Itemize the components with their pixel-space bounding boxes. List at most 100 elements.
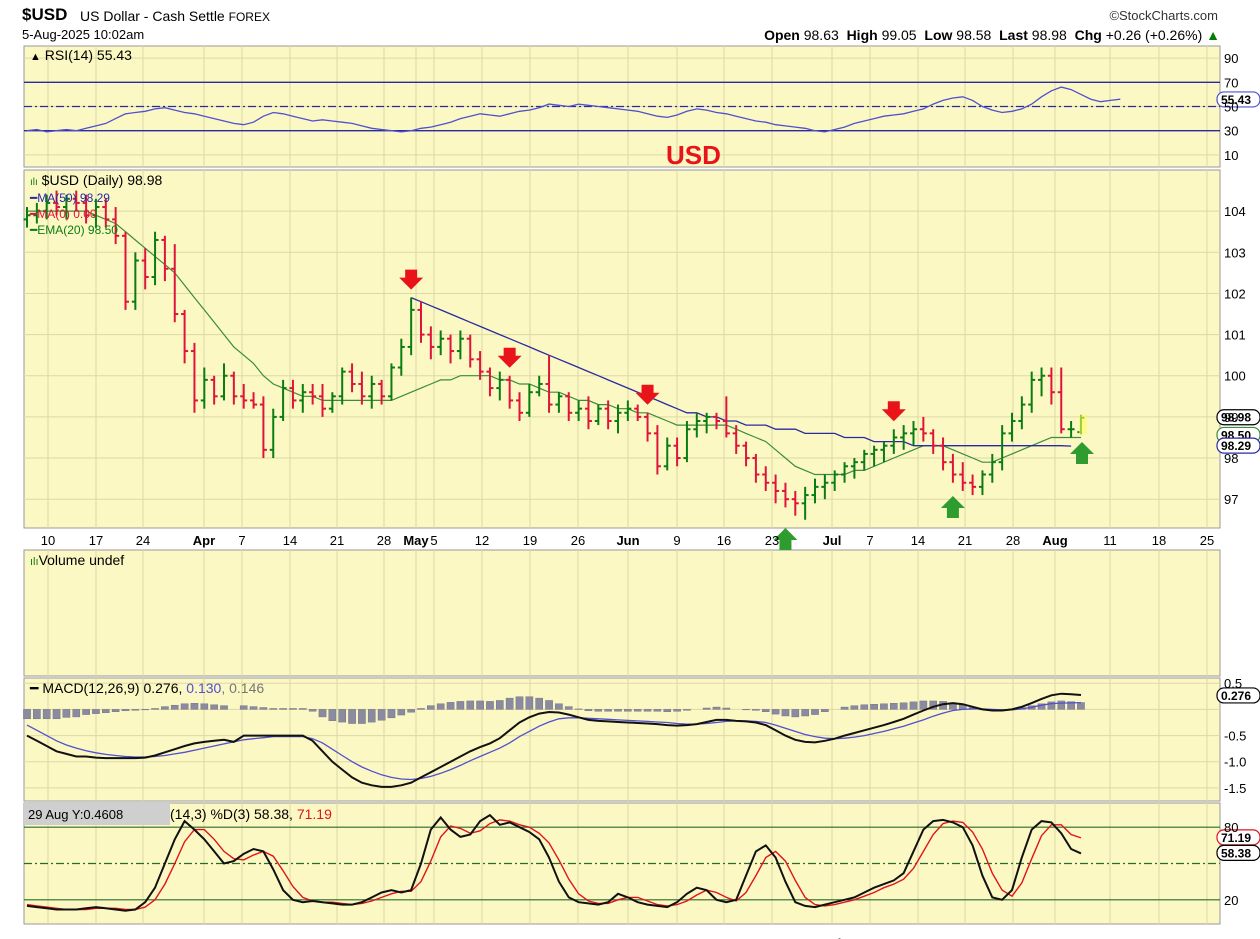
stoch-title: (14,3) %D(3) 58.38, 71.19	[170, 806, 332, 822]
macd-histogram-bar	[535, 697, 543, 710]
rsi-title: ▲ RSI(14) 55.43	[30, 47, 132, 63]
y-tick-label: 50	[1224, 100, 1238, 115]
x-tick-label: Jul	[823, 936, 842, 939]
x-tick-label: 18	[1152, 533, 1166, 548]
macd-histogram-bar	[791, 709, 800, 718]
macd-histogram-bar	[101, 709, 110, 713]
macd-title: ━ MACD(12,26,9) 0.276, 0.130, 0.146	[29, 680, 264, 696]
volume-panel	[23, 549, 1221, 677]
macd-histogram-bar	[407, 709, 415, 713]
x-tick-label: 9	[673, 936, 680, 939]
macd-histogram-bar	[121, 709, 130, 712]
macd-histogram-bar	[1077, 702, 1085, 710]
x-tick-label: 16	[717, 936, 731, 939]
macd-histogram-bar	[771, 709, 780, 715]
macd-histogram-bar	[870, 704, 878, 710]
down-arrow-icon	[497, 347, 522, 368]
y-tick-label: 0.5	[1224, 676, 1242, 691]
y-tick-label: 90	[1224, 51, 1238, 66]
macd-histogram-bar	[821, 709, 829, 712]
x-tick-label: 10	[41, 936, 55, 939]
x-tick-label: 26	[571, 533, 585, 548]
macd-histogram-bar	[436, 703, 445, 710]
x-tick-label: 5	[430, 936, 437, 939]
svg-text:29 Aug Y:0.4608: 29 Aug Y:0.4608	[28, 807, 123, 822]
macd-histogram-bar	[190, 703, 199, 710]
x-tick-label: Apr	[193, 533, 215, 548]
ma50-last-tag-bg	[1216, 437, 1260, 454]
ema20-line	[27, 210, 1081, 476]
macd-histogram-bar	[249, 706, 258, 710]
macd-histogram-bar	[151, 708, 159, 710]
x-tick-label: 23	[765, 936, 779, 939]
x-tick-label: 19	[523, 533, 537, 548]
x-tick-label: 19	[523, 936, 537, 939]
x-tick-label: Jun	[616, 936, 639, 939]
price-last-tag: 98.98	[1221, 411, 1251, 425]
macd-histogram-bar	[259, 707, 268, 710]
macd-histogram-bar	[1047, 701, 1056, 710]
macd-histogram-bar	[909, 701, 918, 710]
macd-histogram-bar	[210, 704, 218, 710]
x-tick-label: 26	[571, 936, 585, 939]
macd-histogram-bar	[624, 709, 632, 712]
x-tick-label: 28	[377, 936, 391, 939]
brand-logo[interactable]: ©StockCharts.com	[1109, 8, 1218, 23]
x-tick-label: 5	[430, 533, 437, 548]
macd-last-tag: 0.276	[1221, 689, 1251, 703]
macd-histogram-bar	[72, 709, 81, 718]
quote-summary: Open 98.63 High 99.05 Low 98.58 Last 98.…	[764, 27, 1220, 43]
x-tick-label: 25	[1200, 936, 1214, 939]
x-tick-label: 14	[283, 936, 297, 939]
price-panel[interactable]	[23, 169, 1221, 529]
macd-histogram-bar	[338, 709, 347, 723]
last-bar-highlight	[1078, 414, 1087, 435]
macd-histogram-bar	[387, 709, 396, 719]
stoch-k-last-tag-bg	[1216, 844, 1260, 861]
macd-histogram-bar	[299, 708, 307, 710]
y-tick-label: 10	[1224, 148, 1238, 163]
panel-backgrounds	[23, 45, 1221, 925]
x-tick-label: Apr	[193, 936, 215, 939]
y-tick-label: 99	[1224, 410, 1238, 425]
chart-header: $USD US Dollar - Cash Settle FOREX 5-Aug…	[0, 0, 1260, 46]
x-tick-label: 10	[41, 533, 55, 548]
macd-histogram-bar	[545, 700, 553, 710]
x-tick-label: 11	[1103, 936, 1117, 939]
macd-histogram-bar	[308, 709, 317, 712]
macd-histogram-bar	[427, 705, 435, 710]
macd-histogram-bar	[614, 709, 622, 712]
macd-histogram-bar	[23, 709, 31, 720]
legend-ema20: ━EMA(20) 98.50	[29, 223, 118, 237]
macd-histogram-bar	[476, 700, 484, 710]
y-tick-label: 20	[1224, 893, 1238, 908]
macd-histogram-bar	[131, 709, 140, 711]
axis-labels: 10 17 24 Apr 7 14 21 28 May 5 12 19 26 Jun 9 16 23 Jul 7 14…	[41, 51, 1247, 939]
macd-last-tag-bg	[1216, 687, 1260, 704]
x-tick-label: 7	[238, 936, 245, 939]
price-last-tag-bg	[1216, 409, 1260, 426]
macd-histogram-bar	[781, 709, 790, 717]
y-tick-label: 30	[1224, 124, 1238, 139]
macd-histogram-bar	[1057, 700, 1066, 710]
x-tick-label: 21	[330, 533, 344, 548]
x-tick-label: 21	[330, 936, 344, 939]
x-tick-label: 24	[136, 936, 150, 939]
macd-histogram-bar	[348, 709, 356, 724]
x-tick-label: 7	[238, 533, 245, 548]
down-arrow-icon	[881, 401, 906, 422]
y-tick-label: 104	[1224, 204, 1246, 219]
stoch-d-last-tag: 71.19	[1221, 831, 1251, 845]
y-tick-label: -1.5	[1224, 781, 1246, 796]
macd-histogram-bar	[584, 709, 593, 712]
macd-histogram-bar	[752, 709, 760, 711]
price-title: ılı $USD (Daily) 98.98	[30, 172, 162, 188]
macd-histogram-bar	[653, 709, 662, 712]
macd-histogram-bar	[663, 709, 672, 712]
macd-histogram-bar	[180, 703, 189, 710]
rsi-line	[26, 86, 1121, 133]
x-tick-label: 23	[765, 533, 779, 548]
macd-histogram-bar	[761, 709, 770, 712]
macd-histogram-bar	[417, 708, 425, 710]
